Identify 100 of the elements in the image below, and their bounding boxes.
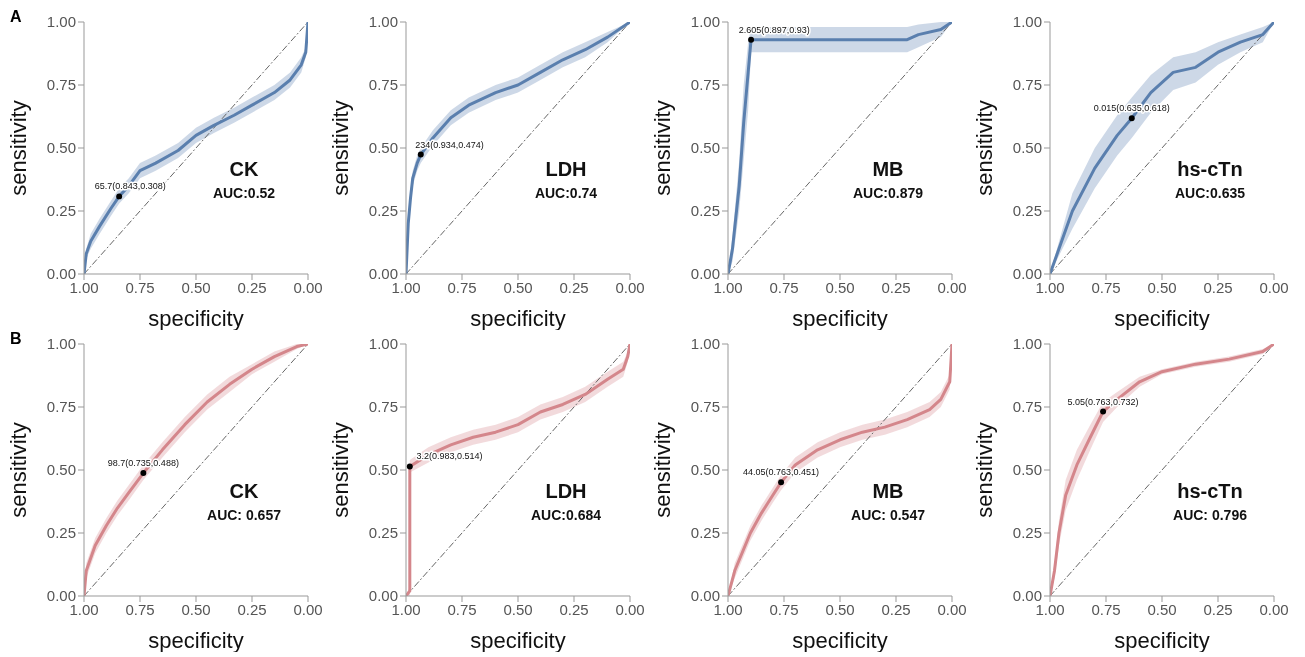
x-axis-title: specificity (792, 628, 888, 653)
text: LDH (544, 158, 588, 181)
y-tick-label: 1.00 (690, 335, 720, 353)
annotation: 98.7(0.735,0.488) (107, 458, 179, 469)
annotation: 5.05(0.763,0.732) (1067, 396, 1139, 407)
y-tick-label: 0.75 (368, 76, 398, 94)
text: AUC:0.635 (1174, 185, 1246, 201)
text: AUC: 0.547 (850, 507, 926, 523)
y-tick-label: 1.00 (368, 335, 398, 353)
y-tick-label: 0.25 (368, 202, 398, 220)
annotation: 3.2(0.983,0.514) (416, 451, 483, 462)
x-tick-label: 0.50 (1147, 600, 1177, 618)
y-tick-label: 1.00 (690, 13, 720, 31)
text: MB (871, 480, 905, 503)
y-tick-label: 0.75 (46, 76, 76, 94)
x-tick-label: 0.00 (293, 278, 323, 296)
y-tick-label: 0.25 (368, 524, 398, 542)
x-axis-title: specificity (1114, 628, 1210, 653)
x-tick-label: 0.75 (447, 600, 477, 618)
text: LDH (544, 480, 588, 503)
text: hs-cTn (1176, 480, 1244, 503)
y-tick-label: 0.25 (46, 524, 76, 542)
y-tick-label: 1.00 (368, 13, 398, 31)
y-tick-label: 1.00 (1012, 335, 1042, 353)
x-tick-label: 0.00 (1259, 278, 1289, 296)
x-axis-title: specificity (470, 628, 566, 653)
x-tick-label: 0.25 (1203, 600, 1233, 618)
x-tick-label: 0.00 (1259, 600, 1289, 618)
y-axis-title: sensitivity (5, 100, 31, 196)
x-tick-label: 0.25 (881, 278, 911, 296)
y-tick-label: 0.50 (368, 139, 398, 157)
x-tick-label: 0.25 (559, 600, 589, 618)
y-tick-label: 0.50 (690, 461, 720, 479)
text: hs-cTn (1176, 158, 1244, 181)
text: MB (871, 158, 905, 181)
x-tick-label: 0.25 (559, 278, 589, 296)
y-tick-label: 0.25 (46, 202, 76, 220)
y-tick-label: 1.00 (46, 13, 76, 31)
y-axis-title: sensitivity (971, 100, 997, 196)
x-tick-label: 0.75 (769, 278, 799, 296)
x-tick-label: 0.50 (1147, 278, 1177, 296)
text: AUC:0.879 (852, 185, 924, 201)
x-axis-title: specificity (148, 628, 244, 653)
text: B (10, 330, 22, 348)
x-tick-label: 0.00 (293, 600, 323, 618)
x-tick-label: 0.75 (447, 278, 477, 296)
y-axis-title: sensitivity (5, 422, 31, 518)
text: AUC:0.74 (533, 185, 599, 201)
y-tick-label: 0.50 (368, 461, 398, 479)
y-tick-label: 0.75 (368, 398, 398, 416)
x-axis-title: specificity (1114, 306, 1210, 331)
y-axis-title: sensitivity (327, 422, 353, 518)
y-tick-label: 0.50 (1012, 461, 1042, 479)
x-tick-label: 0.75 (1091, 600, 1121, 618)
text: CK (228, 480, 260, 503)
x-tick-label: 0.25 (1203, 278, 1233, 296)
x-tick-label: 0.75 (125, 600, 155, 618)
x-tick-label: 0.50 (503, 278, 533, 296)
x-tick-label: 0.00 (937, 278, 967, 296)
y-tick-label: 0.50 (1012, 139, 1042, 157)
y-axis-title: sensitivity (327, 100, 353, 196)
x-tick-label: 0.50 (181, 600, 211, 618)
x-tick-label: 0.25 (237, 600, 267, 618)
text: AUC:0.52 (211, 185, 277, 201)
x-tick-label: 0.00 (615, 278, 645, 296)
text: AUC: 0.796 (1172, 507, 1248, 523)
x-axis-title: specificity (792, 306, 888, 331)
text: AUC: 0.657 (206, 507, 282, 523)
x-tick-label: 0.50 (825, 278, 855, 296)
y-tick-label: 0.50 (690, 139, 720, 157)
y-tick-label: 0.75 (1012, 76, 1042, 94)
text: A (10, 8, 22, 26)
y-axis-title: sensitivity (649, 100, 675, 196)
x-tick-label: 0.50 (503, 600, 533, 618)
x-tick-label: 0.00 (615, 600, 645, 618)
x-axis-title: specificity (148, 306, 244, 331)
text: CK (228, 158, 260, 181)
annotation: 2.605(0.897,0.93) (738, 24, 810, 35)
y-axis-title: sensitivity (971, 422, 997, 518)
text: AUC:0.684 (530, 507, 602, 523)
y-tick-label: 0.25 (1012, 524, 1042, 542)
y-tick-label: 0.75 (690, 398, 720, 416)
y-tick-label: 1.00 (1012, 13, 1042, 31)
y-tick-label: 0.25 (690, 202, 720, 220)
x-axis-title: specificity (470, 306, 566, 331)
annotation: 44.05(0.763,0.451) (743, 467, 820, 478)
x-tick-label: 0.25 (237, 278, 267, 296)
y-tick-label: 0.25 (1012, 202, 1042, 220)
y-tick-label: 0.75 (1012, 398, 1042, 416)
y-axis-title: sensitivity (649, 422, 675, 518)
y-tick-label: 0.50 (46, 461, 76, 479)
x-tick-label: 0.50 (181, 278, 211, 296)
y-tick-label: 1.00 (46, 335, 76, 353)
y-tick-label: 0.25 (690, 524, 720, 542)
x-tick-label: 0.75 (125, 278, 155, 296)
y-tick-label: 0.75 (690, 76, 720, 94)
x-tick-label: 0.75 (769, 600, 799, 618)
y-tick-label: 0.75 (46, 398, 76, 416)
x-tick-label: 0.00 (937, 600, 967, 618)
x-tick-label: 0.50 (825, 600, 855, 618)
